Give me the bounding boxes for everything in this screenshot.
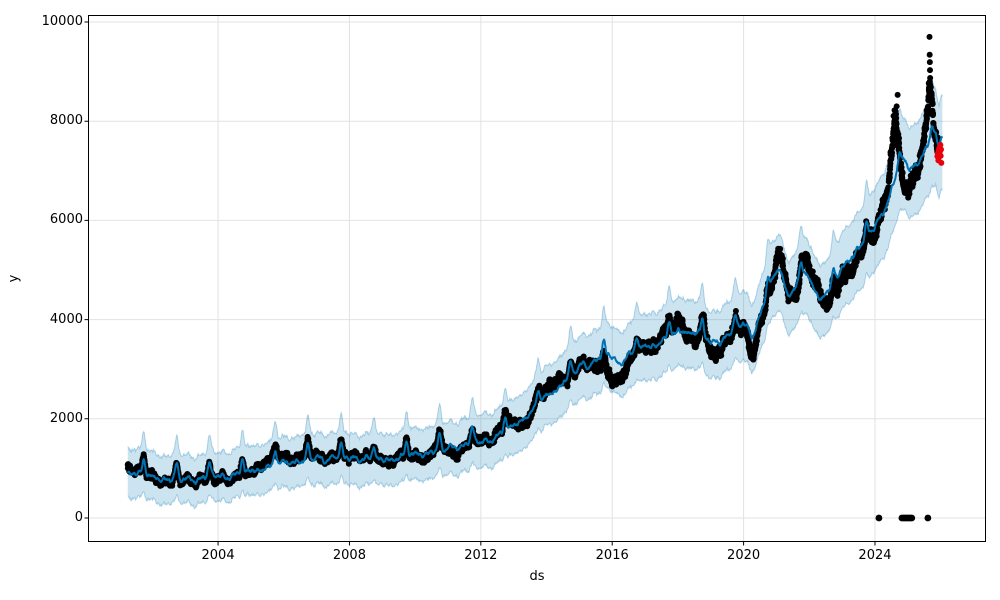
x-tick-label-2024: 2024 xyxy=(858,548,892,563)
y-tick-label-4000: 4000 xyxy=(49,311,83,327)
x-tick-label-2016: 2016 xyxy=(595,548,629,563)
y-tick-label-8000: 8000 xyxy=(49,113,83,129)
y-tick-label-6000: 6000 xyxy=(49,212,83,228)
x-tick-label-2004: 2004 xyxy=(201,548,235,563)
x-tick-label-2012: 2012 xyxy=(464,548,498,563)
y-tick-label-10000: 10000 xyxy=(41,13,83,29)
x-axis-label: ds xyxy=(529,569,545,584)
y-tick-label-0: 0 xyxy=(74,509,83,525)
x-tick-label-2020: 2020 xyxy=(727,548,761,563)
y-axis-label: y xyxy=(6,274,22,282)
y-tick-label-2000: 2000 xyxy=(49,410,83,426)
x-tick-label-2008: 2008 xyxy=(332,548,366,563)
